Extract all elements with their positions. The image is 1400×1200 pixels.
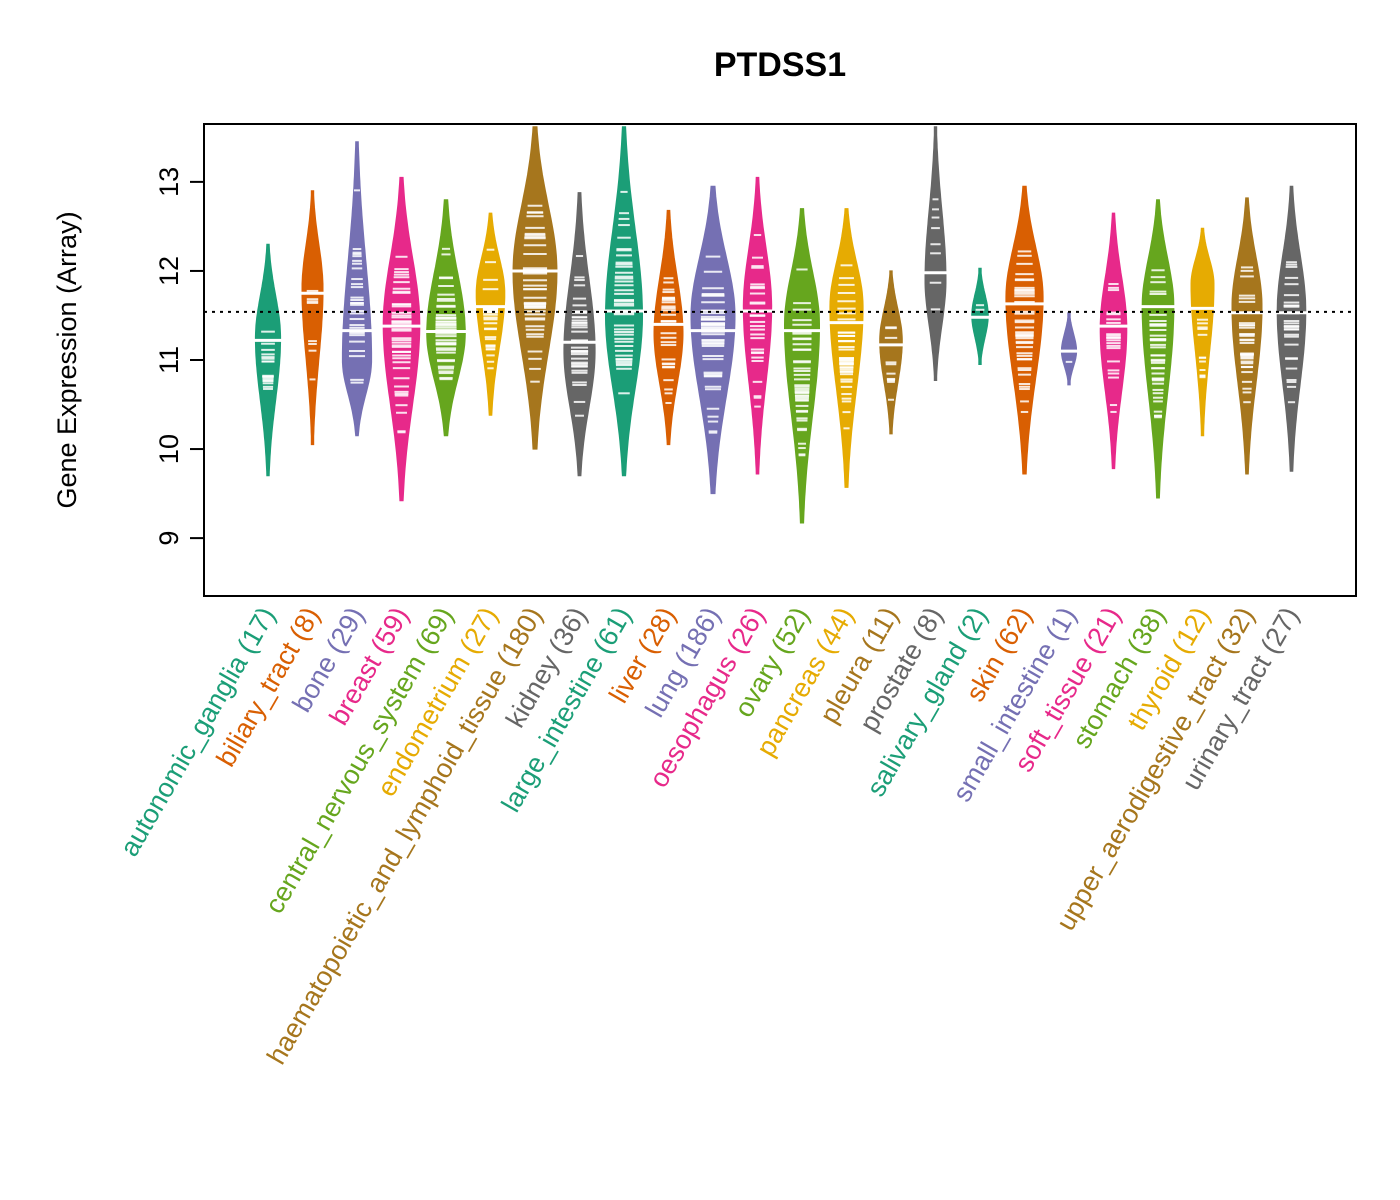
chart-title: PTDSS1 bbox=[714, 46, 846, 84]
violin-body bbox=[563, 192, 596, 477]
y-tick-label: 13 bbox=[154, 167, 184, 197]
y-tick-label: 12 bbox=[154, 256, 184, 286]
violin-body bbox=[301, 190, 324, 446]
violin-haematopoietic-and-lymphoid-tissue bbox=[511, 126, 559, 450]
violin-prostate bbox=[922, 126, 949, 381]
violin-body bbox=[653, 209, 684, 446]
violins-layer bbox=[253, 126, 1308, 524]
violin-body bbox=[1141, 199, 1175, 499]
violin-body bbox=[879, 270, 903, 435]
violin-lung bbox=[689, 185, 737, 495]
y-tick-label: 10 bbox=[154, 434, 184, 464]
violin-body bbox=[1005, 185, 1044, 475]
violin-body bbox=[341, 141, 373, 437]
violin-kidney bbox=[561, 192, 598, 477]
x-axis-labels: autonomic_ganglia (17)biliary_tract (8)b… bbox=[114, 602, 1305, 1069]
violin-large-intestine bbox=[603, 126, 645, 477]
violin-oesophagus bbox=[741, 176, 774, 475]
y-axis: 9 10 11 12 13 bbox=[154, 167, 204, 546]
violin-small-intestine bbox=[1059, 312, 1079, 386]
violin-urinary-tract bbox=[1275, 185, 1308, 472]
violin-liver bbox=[652, 209, 685, 446]
y-tick-label: 9 bbox=[154, 531, 184, 546]
violin-pancreas bbox=[827, 208, 866, 488]
plot-frame bbox=[203, 123, 1357, 597]
violin-biliary-tract bbox=[299, 190, 326, 446]
violin-body bbox=[1190, 227, 1215, 437]
violin-pleura bbox=[877, 270, 905, 435]
violin-body bbox=[1060, 312, 1078, 386]
violin-endometrium bbox=[474, 212, 507, 416]
violin-body bbox=[829, 208, 864, 488]
violin-autonomic-ganglia bbox=[253, 243, 283, 477]
violin-body bbox=[784, 208, 820, 524]
violin-ovary bbox=[782, 208, 822, 524]
violin-central-nervous-system bbox=[424, 199, 468, 437]
violin-bone bbox=[340, 141, 374, 437]
violin-body bbox=[254, 243, 282, 477]
violin-breast bbox=[381, 176, 422, 502]
violin-thyroid bbox=[1188, 227, 1217, 437]
violin-salivary-gland bbox=[969, 267, 991, 365]
violin-skin bbox=[1003, 185, 1046, 475]
violin-body bbox=[512, 126, 558, 450]
violin-soft-tissue bbox=[1098, 212, 1129, 470]
violin-upper-aerodigestive-tract bbox=[1229, 197, 1265, 475]
y-tick-label: 11 bbox=[154, 346, 184, 374]
y-axis-label: Gene Expression (Array) bbox=[52, 211, 82, 508]
violin-stomach bbox=[1140, 199, 1176, 499]
